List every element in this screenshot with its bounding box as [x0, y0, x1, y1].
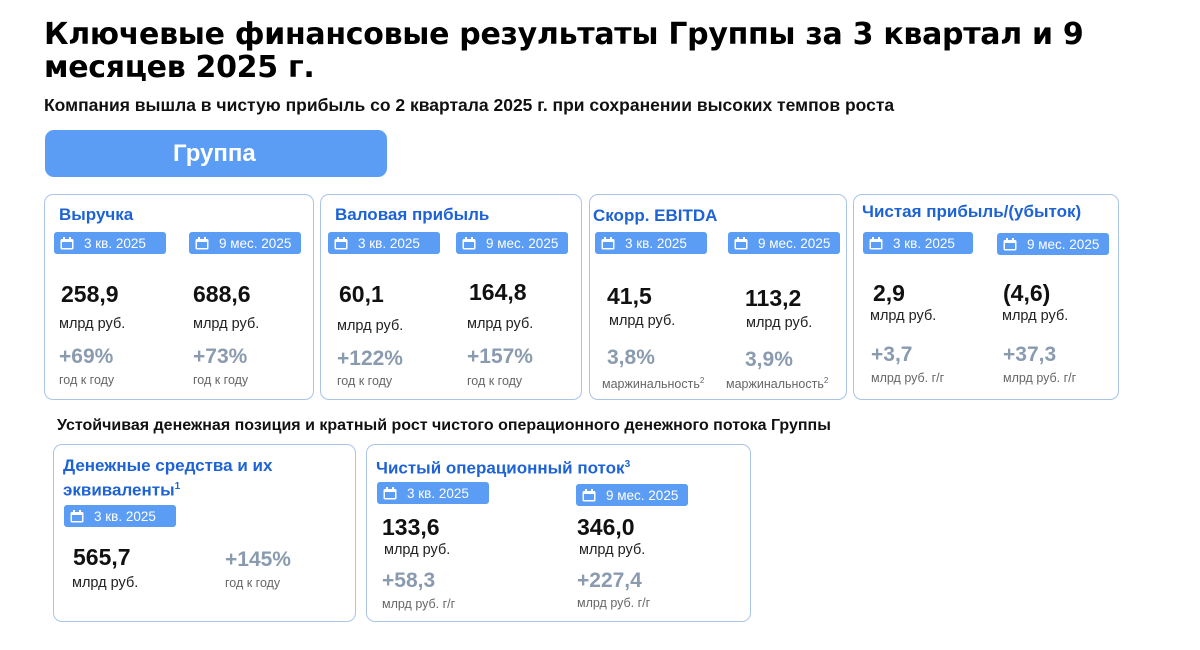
- m9-value: 164,8: [469, 279, 527, 305]
- m9-growth: +157%: [467, 345, 533, 368]
- card-title: Денежные средства и их эквиваленты1: [63, 456, 273, 500]
- badge-label: 3 кв. 2025: [893, 235, 955, 251]
- calendar-icon: [1003, 237, 1017, 251]
- q3-value: 565,7: [73, 544, 131, 570]
- q3-growth-label: год к году: [225, 576, 281, 590]
- q3-growth-label: год к году: [59, 373, 115, 387]
- q3-growth-label: млрд руб. г/г: [871, 371, 945, 385]
- period-badge-q3: 3 кв. 2025: [328, 232, 440, 254]
- q3-unit: млрд руб.: [870, 308, 937, 324]
- m9-unit: млрд руб.: [746, 315, 813, 331]
- q3-value: 2,9: [873, 280, 905, 306]
- q3-margin: 3,8%: [607, 346, 655, 369]
- badge-label: 3 кв. 2025: [94, 508, 156, 524]
- calendar-icon: [869, 236, 883, 250]
- q3-value: 60,1: [339, 281, 384, 307]
- q3-unit: млрд руб.: [59, 316, 126, 332]
- m9-unit: млрд руб.: [1002, 308, 1069, 324]
- calendar-icon: [70, 509, 84, 523]
- calendar-icon: [601, 236, 615, 250]
- q3-growth: +3,7: [871, 343, 913, 366]
- q3-value: 41,5: [607, 283, 652, 309]
- m9-value: (4,6): [1003, 280, 1051, 306]
- calendar-icon: [383, 486, 397, 500]
- period-badge-9m: 9 мес. 2025: [728, 232, 840, 254]
- card-title: Чистый операционный поток3: [376, 458, 631, 478]
- m9-growth: +73%: [193, 345, 248, 368]
- period-badge-q3: 3 кв. 2025: [595, 232, 707, 254]
- net-profit-card: Чистая прибыль/(убыток) 3 кв. 2025 9 мес…: [853, 194, 1119, 400]
- gross-profit-card: Валовая прибыль 3 кв. 2025 9 мес. 2025 6…: [320, 194, 582, 400]
- card-title: Выручка: [59, 205, 134, 224]
- ebitda-card: Скорр. EBITDA 3 кв. 2025 9 мес. 2025 41,…: [589, 194, 847, 400]
- m9-margin-label: маржинальность2: [726, 376, 829, 392]
- period-badge-q3: 3 кв. 2025: [64, 505, 176, 527]
- calendar-icon: [60, 236, 74, 250]
- q3-growth: +69%: [59, 345, 114, 368]
- m9-growth: +37,3: [1003, 343, 1057, 366]
- badge-label: 3 кв. 2025: [625, 235, 687, 251]
- m9-value: 113,2: [745, 285, 802, 311]
- m9-unit: млрд руб.: [193, 316, 260, 332]
- m9-margin: 3,9%: [745, 348, 793, 371]
- m9-growth-label: млрд руб. г/г: [1003, 371, 1077, 385]
- badge-label: 9 мес. 2025: [219, 235, 292, 251]
- badge-label: 3 кв. 2025: [84, 235, 146, 251]
- q3-growth: +58,3: [382, 569, 436, 592]
- q3-unit: млрд руб.: [337, 318, 404, 334]
- calendar-icon: [334, 236, 348, 250]
- m9-value: 346,0: [577, 514, 635, 540]
- badge-label: 9 мес. 2025: [758, 235, 831, 251]
- m9-growth-label: год к году: [467, 374, 523, 388]
- page-title: Ключевые финансовые результаты Группы за…: [44, 17, 1084, 85]
- q3-margin-label: маржинальность2: [602, 376, 705, 392]
- period-badge-9m: 9 мес. 2025: [576, 484, 688, 506]
- page-subtitle: Компания вышла в чистую прибыль со 2 ква…: [44, 95, 895, 115]
- period-badge-q3: 3 кв. 2025: [377, 482, 489, 504]
- period-badge-9m: 9 мес. 2025: [456, 232, 568, 254]
- calendar-icon: [195, 236, 209, 250]
- calendar-icon: [582, 488, 596, 502]
- operating-cash-flow-card: Чистый операционный поток3 3 кв. 2025 9 …: [366, 444, 751, 622]
- q3-value: 258,9: [61, 281, 119, 307]
- badge-label: 3 кв. 2025: [358, 235, 420, 251]
- period-badge-q3: 3 кв. 2025: [863, 232, 973, 254]
- group-tab[interactable]: Группа: [45, 130, 387, 177]
- card-title: Скорр. EBITDA: [593, 206, 718, 225]
- section-title: Устойчивая денежная позиция и кратный ро…: [57, 417, 831, 434]
- m9-value: 688,6: [193, 281, 251, 307]
- q3-unit: млрд руб.: [72, 575, 139, 591]
- q3-growth: +145%: [225, 548, 291, 571]
- q3-value: 133,6: [382, 514, 440, 540]
- q3-growth-label: млрд руб. г/г: [382, 597, 456, 611]
- m9-unit: млрд руб.: [467, 316, 534, 332]
- badge-label: 9 мес. 2025: [486, 235, 559, 251]
- cash-card: Денежные средства и их эквиваленты1 3 кв…: [53, 444, 356, 622]
- period-badge-q3: 3 кв. 2025: [54, 232, 166, 254]
- badge-label: 9 мес. 2025: [1027, 236, 1100, 252]
- badge-label: 3 кв. 2025: [407, 485, 469, 501]
- badge-label: 9 мес. 2025: [606, 487, 679, 503]
- q3-unit: млрд руб.: [609, 313, 676, 329]
- m9-growth: +227,4: [577, 569, 642, 592]
- revenue-card: Выручка 3 кв. 2025 9 мес. 2025 258,9 688…: [44, 194, 314, 400]
- calendar-icon: [734, 236, 748, 250]
- period-badge-9m: 9 мес. 2025: [189, 232, 301, 254]
- m9-growth-label: год к году: [193, 373, 249, 387]
- q3-growth-label: год к году: [337, 374, 393, 388]
- m9-growth-label: млрд руб. г/г: [577, 596, 651, 610]
- calendar-icon: [462, 236, 476, 250]
- period-badge-9m: 9 мес. 2025: [997, 233, 1109, 255]
- card-title: Валовая прибыль: [335, 205, 490, 224]
- q3-unit: млрд руб.: [384, 542, 451, 558]
- q3-growth: +122%: [337, 347, 403, 370]
- m9-unit: млрд руб.: [579, 542, 646, 558]
- card-title: Чистая прибыль/(убыток): [862, 202, 1082, 221]
